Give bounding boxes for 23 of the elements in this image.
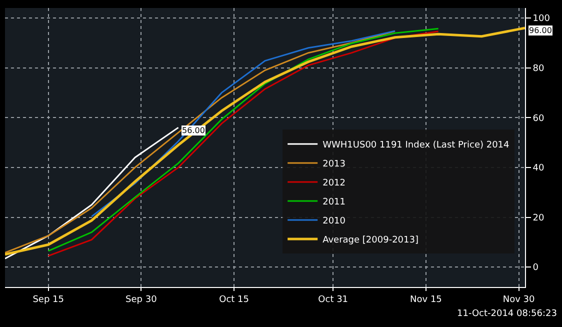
annotation: 56.00 xyxy=(182,126,205,135)
legend-label: 2012 xyxy=(322,178,346,189)
legend-label: 2013 xyxy=(322,160,346,170)
line-series xyxy=(5,126,180,260)
y-tick-label: 80 xyxy=(532,64,545,74)
y-tick-label: 0 xyxy=(532,263,539,274)
x-tick-label: Nov 30 xyxy=(502,294,536,305)
y-tick-label: 20 xyxy=(532,213,545,224)
x-tick-label: Oct 15 xyxy=(219,294,249,305)
x-tick-label: Nov 15 xyxy=(410,294,442,305)
x-tick-label: Sep 30 xyxy=(126,294,158,305)
line-series xyxy=(5,26,525,256)
y-tick-label: 100 xyxy=(532,14,550,24)
x-tick-label: Sep 15 xyxy=(32,294,64,305)
legend-label: WWH1US00 1191 Index (Last Price) 2014 xyxy=(322,140,510,151)
text: 11-Oct-2014 08:56:23 xyxy=(457,309,557,319)
legend-label: Average [2009-2013] xyxy=(322,236,419,246)
y-tick-label: 60 xyxy=(532,114,545,124)
annotation: 96.00 xyxy=(529,26,552,35)
legend-label: 2011 xyxy=(322,198,346,208)
x-tick-label: Oct 31 xyxy=(318,294,348,305)
y-tick-label: 40 xyxy=(532,164,545,174)
legend-label: 2010 xyxy=(322,216,346,227)
